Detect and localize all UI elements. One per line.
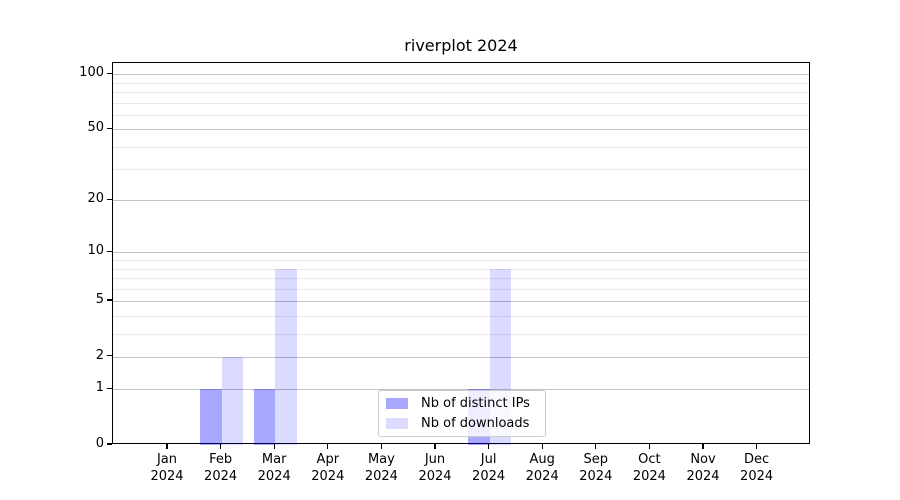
y-tick-label-5: 5 [95,292,104,307]
x-tick-month: Mar [261,452,287,467]
plot-area [112,62,810,445]
major-gridline-100 [113,74,809,76]
x-tick-label-nov: Nov 2024 [671,451,735,485]
x-tick-year: 2024 [311,469,345,484]
y-tick-label-20: 20 [87,191,104,207]
minor-gridline-70 [113,102,809,104]
minor-gridline-8 [113,268,809,270]
major-gridline-5 [113,301,809,302]
x-tick-label-apr: Apr 2024 [296,451,360,485]
x-tick-mark-jul [488,444,490,449]
y-tick-mark-1 [107,387,112,389]
x-tick-year: 2024 [632,469,666,484]
bar-distinct-ips-feb [200,389,222,445]
chart-title: riverplot 2024 [404,36,518,55]
x-tick-label-jul: Jul 2024 [457,451,521,485]
x-tick-month: Apr [316,452,340,467]
x-tick-year: 2024 [579,469,613,484]
x-tick-mark-sep [595,444,597,449]
y-tick-mark-100 [107,72,112,74]
minor-gridline-90 [113,82,809,84]
y-tick-mark-2 [107,355,112,357]
y-tick-label-50: 50 [87,120,104,136]
y-tick-mark-20 [107,198,112,200]
x-tick-mark-nov [702,444,704,449]
x-tick-mark-mar [273,444,275,449]
x-tick-month: Feb [209,452,233,467]
legend-swatch-downloads [386,418,408,429]
x-tick-year: 2024 [257,469,291,484]
x-tick-month: Jan [156,452,178,467]
x-tick-label-mar: Mar 2024 [242,451,306,485]
x-tick-year: 2024 [418,469,452,484]
x-tick-mark-oct [648,444,650,449]
bar-downloads-feb [221,356,243,445]
x-tick-mark-apr [327,444,329,449]
x-tick-month: Jun [424,452,446,467]
minor-gridline-60 [113,114,809,116]
minor-gridline-7 [113,277,809,279]
x-tick-label-jan: Jan 2024 [135,451,199,485]
x-tick-year: 2024 [364,469,398,484]
major-gridline-1 [113,389,809,391]
x-tick-month: Sep [583,452,609,467]
legend: Nb of distinct IPs Nb of downloads [378,390,546,437]
x-tick-month: Oct [638,452,661,467]
x-tick-label-aug: Aug 2024 [510,451,574,485]
x-tick-mark-jun [434,444,436,449]
y-tick-mark-5 [107,299,112,301]
x-tick-year: 2024 [686,469,720,484]
y-tick-label-100: 100 [79,65,104,81]
x-tick-label-oct: Oct 2024 [617,451,681,485]
major-gridline-2 [113,356,809,358]
y-tick-mark-10 [107,250,112,252]
x-tick-month: Dec [744,452,770,467]
minor-gridline-9 [113,260,809,261]
minor-gridline-3 [113,333,809,335]
x-tick-label-jun: Jun 2024 [403,451,467,485]
y-tick-label-0: 0 [95,436,104,451]
x-tick-mark-feb [220,444,222,449]
legend-swatch-distinct-ips [386,398,408,409]
x-tick-mark-may [380,444,382,449]
x-tick-label-dec: Dec 2024 [725,451,789,485]
legend-item-distinct-ips: Nb of distinct IPs [386,396,545,411]
y-tick-label-1: 1 [95,380,104,396]
x-tick-mark-dec [756,444,758,449]
bar-downloads-mar [275,268,297,445]
y-tick-label-10: 10 [87,243,104,259]
x-tick-year: 2024 [525,469,559,484]
minor-gridline-30 [113,169,809,171]
x-tick-year: 2024 [740,469,774,484]
x-tick-month: Jul [480,452,497,467]
major-gridline-50 [113,129,809,131]
major-gridline-10 [113,252,809,254]
bar-distinct-ips-mar [253,389,276,445]
x-tick-month: Nov [690,452,716,467]
y-tick-mark-0 [107,443,112,445]
x-tick-year: 2024 [150,469,184,484]
y-tick-mark-50 [107,127,112,129]
legend-label-distinct-ips: Nb of distinct IPs [421,396,530,411]
x-tick-year: 2024 [204,469,238,484]
major-gridline-20 [113,200,809,202]
x-tick-year: 2024 [472,469,506,484]
x-tick-month: May [367,452,395,467]
x-tick-mark-jan [166,444,168,449]
x-tick-label-sep: Sep 2024 [564,451,628,485]
x-tick-mark-aug [541,444,543,449]
legend-item-downloads: Nb of downloads [386,416,545,431]
minor-gridline-40 [113,146,809,148]
x-tick-month: Aug [529,452,555,467]
minor-gridline-4 [113,315,809,317]
x-tick-label-feb: Feb 2024 [189,451,253,485]
y-tick-label-2: 2 [95,347,104,363]
legend-label-downloads: Nb of downloads [421,416,530,431]
minor-gridline-6 [113,288,809,290]
minor-gridline-80 [113,91,809,93]
x-tick-label-may: May 2024 [349,451,413,485]
